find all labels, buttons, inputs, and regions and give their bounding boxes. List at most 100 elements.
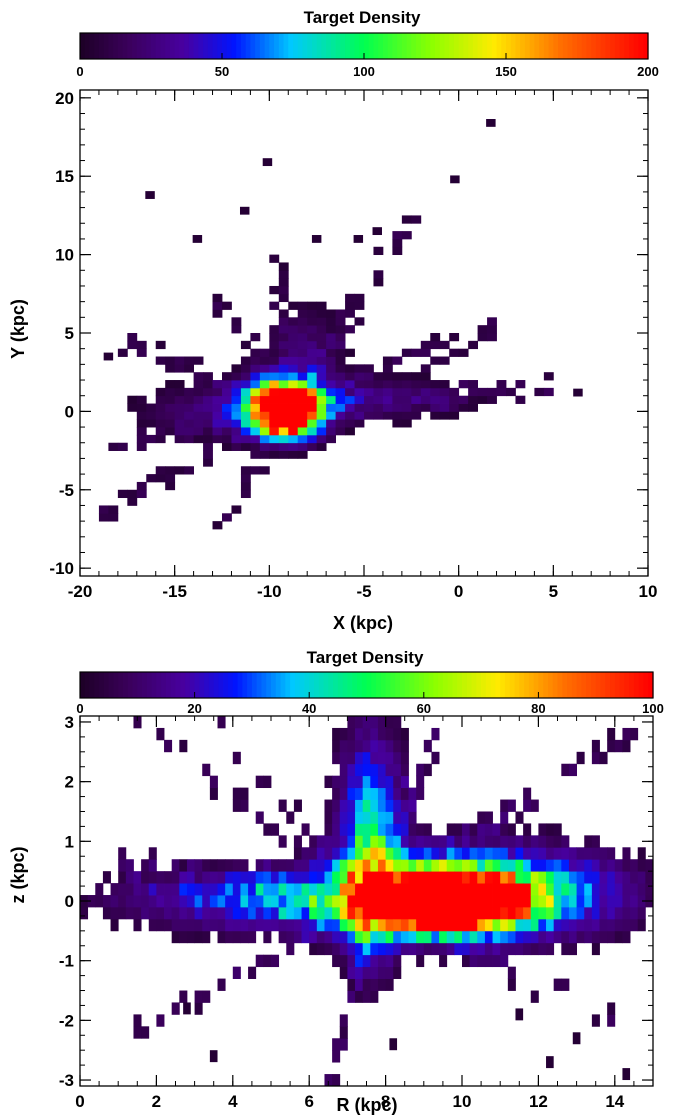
colorbar-swatch: [261, 672, 267, 698]
colorbar-swatch: [515, 33, 521, 59]
heatmap-cell: [431, 871, 440, 884]
heatmap-cell: [385, 799, 394, 812]
heatmap-cell: [431, 751, 440, 765]
heatmap-cell: [225, 883, 234, 896]
heatmap-cell: [382, 395, 393, 404]
heatmap-cell: [431, 835, 440, 848]
heatmap-cell: [118, 906, 127, 920]
heatmap-cell: [487, 325, 497, 334]
colorbar-swatch: [264, 33, 270, 59]
heatmap-cell: [301, 823, 310, 836]
heatmap-cell: [171, 895, 180, 908]
heatmap-cell: [400, 727, 409, 741]
heatmap-cell: [400, 859, 409, 872]
heatmap-cell: [568, 930, 577, 944]
heatmap-cell: [286, 942, 295, 956]
heatmap-cell: [515, 883, 524, 896]
colorbar-swatch: [435, 33, 441, 59]
heatmap-cell: [240, 427, 251, 436]
heatmap-cell: [250, 380, 261, 389]
heatmap-cell: [335, 427, 346, 436]
heatmap-cell: [297, 419, 308, 428]
heatmap-cell: [326, 333, 336, 342]
heatmap-cell: [408, 883, 417, 896]
heatmap-cell: [355, 799, 364, 812]
heatmap-cell: [607, 1014, 616, 1027]
heatmap-cell: [347, 990, 356, 1003]
colorbar-swatch: [165, 33, 171, 59]
heatmap-cell: [250, 450, 261, 459]
heatmap-cell: [316, 411, 327, 420]
heatmap-cell: [174, 434, 185, 444]
heatmap-cell: [278, 895, 287, 908]
heatmap-cell: [240, 859, 249, 872]
colorbar-swatch: [165, 672, 172, 698]
heatmap-cell: [155, 340, 166, 350]
heatmap-cell: [118, 859, 127, 872]
heatmap-cell: [293, 835, 302, 848]
heatmap-cell: [288, 372, 299, 381]
heatmap-cell: [385, 895, 394, 908]
heatmap-cell: [614, 895, 623, 908]
heatmap-cell: [345, 348, 355, 357]
heatmap-cell: [212, 403, 223, 412]
heatmap-cell: [164, 871, 173, 884]
heatmap-cell: [335, 403, 346, 412]
heatmap-cell: [477, 895, 486, 908]
colorbar-swatch: [307, 33, 313, 59]
heatmap-cell: [484, 835, 493, 848]
heatmap-cell: [324, 942, 333, 956]
heatmap-cell: [382, 364, 393, 373]
heatmap-cell: [326, 387, 336, 397]
heatmap-cell: [174, 466, 185, 475]
heatmap-cell: [307, 395, 318, 404]
heatmap-cell: [370, 799, 379, 812]
colorbar-swatch: [485, 672, 492, 698]
heatmap-cell: [546, 871, 555, 884]
heatmap-cell: [212, 521, 223, 530]
colorbar-swatch: [382, 33, 389, 59]
heatmap-cell: [382, 380, 393, 389]
heatmap-cell: [355, 895, 364, 908]
heatmap-cell: [156, 906, 165, 920]
heatmap-cell: [401, 395, 412, 404]
heatmap-cell: [553, 823, 562, 836]
heatmap-cell: [347, 978, 356, 991]
heatmap-cell: [584, 847, 593, 860]
heatmap-cell: [171, 859, 180, 872]
heatmap-cell: [354, 364, 365, 373]
heatmap-cell: [133, 883, 142, 896]
heatmap-cell: [255, 775, 264, 789]
heatmap-cell: [316, 403, 327, 412]
heatmap-cell: [232, 859, 241, 872]
heatmap-cell: [400, 799, 409, 812]
colorbar-swatch: [293, 33, 299, 59]
heatmap-cell: [430, 340, 441, 350]
colorbar-swatch: [204, 672, 210, 698]
heatmap-cell: [326, 356, 336, 365]
heatmap-cell: [355, 871, 364, 884]
heatmap-cell: [297, 387, 308, 397]
heatmap-cell: [385, 775, 394, 789]
heatmap-cell: [269, 325, 280, 334]
heatmap-cell: [240, 340, 251, 350]
heatmap-cell: [231, 505, 242, 514]
heatmap-cell: [377, 775, 386, 789]
colorbar-swatch: [605, 672, 611, 698]
colorbar-swatch: [232, 672, 239, 698]
y-tick-label: 2: [65, 773, 74, 792]
heatmap-cell: [307, 340, 318, 350]
heatmap-cell: [377, 727, 386, 741]
heatmap-cell: [477, 871, 486, 884]
heatmap-cell: [408, 823, 417, 836]
heatmap-cell: [250, 364, 261, 373]
heatmap-cell: [347, 787, 356, 800]
heatmap-cell: [186, 918, 195, 932]
colorbar-swatch: [207, 33, 214, 59]
heatmap-cell: [203, 458, 213, 467]
heatmap-cell: [165, 387, 176, 397]
heatmap-cell: [423, 918, 432, 932]
heatmap-cell: [607, 739, 616, 753]
colorbar-swatch: [562, 672, 568, 698]
colorbar-swatch: [321, 33, 327, 59]
